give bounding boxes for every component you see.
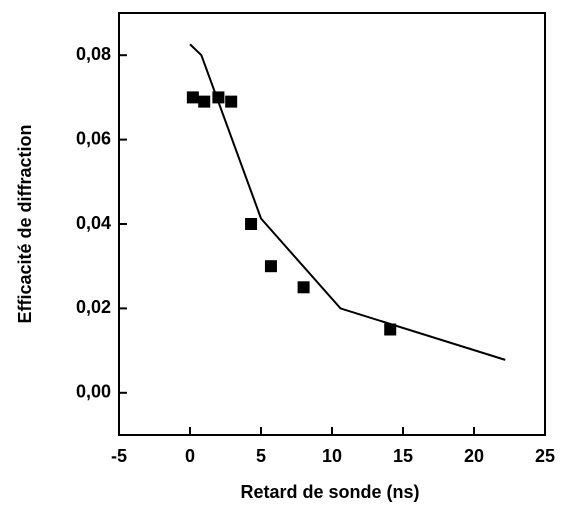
y-tick-label: 0,00: [76, 382, 111, 402]
x-tick-label: -5: [111, 446, 127, 466]
y-axis-label: Efficacité de diffraction: [15, 124, 35, 323]
line: [189, 43, 506, 361]
x-tick-label: 15: [393, 446, 413, 466]
y-tick-label: 0,04: [76, 213, 111, 233]
point: [198, 95, 211, 108]
x-tick-label: 5: [256, 446, 266, 466]
x-tick-label: 10: [322, 446, 342, 466]
x-tick-label: 0: [185, 446, 195, 466]
y-tick-label: 0,08: [76, 44, 111, 64]
y-tick-label: 0,06: [76, 128, 111, 148]
point: [186, 91, 199, 104]
x-tick-label: 20: [464, 446, 484, 466]
x-axis-label: Retard de sonde (ns): [240, 482, 419, 502]
point: [225, 95, 238, 108]
plot-frame: [118, 12, 546, 436]
y-tick-label: 0,02: [76, 297, 111, 317]
point: [264, 260, 277, 273]
point: [384, 323, 397, 336]
point: [297, 281, 310, 294]
x-tick-label: 25: [535, 446, 555, 466]
point: [245, 218, 258, 230]
